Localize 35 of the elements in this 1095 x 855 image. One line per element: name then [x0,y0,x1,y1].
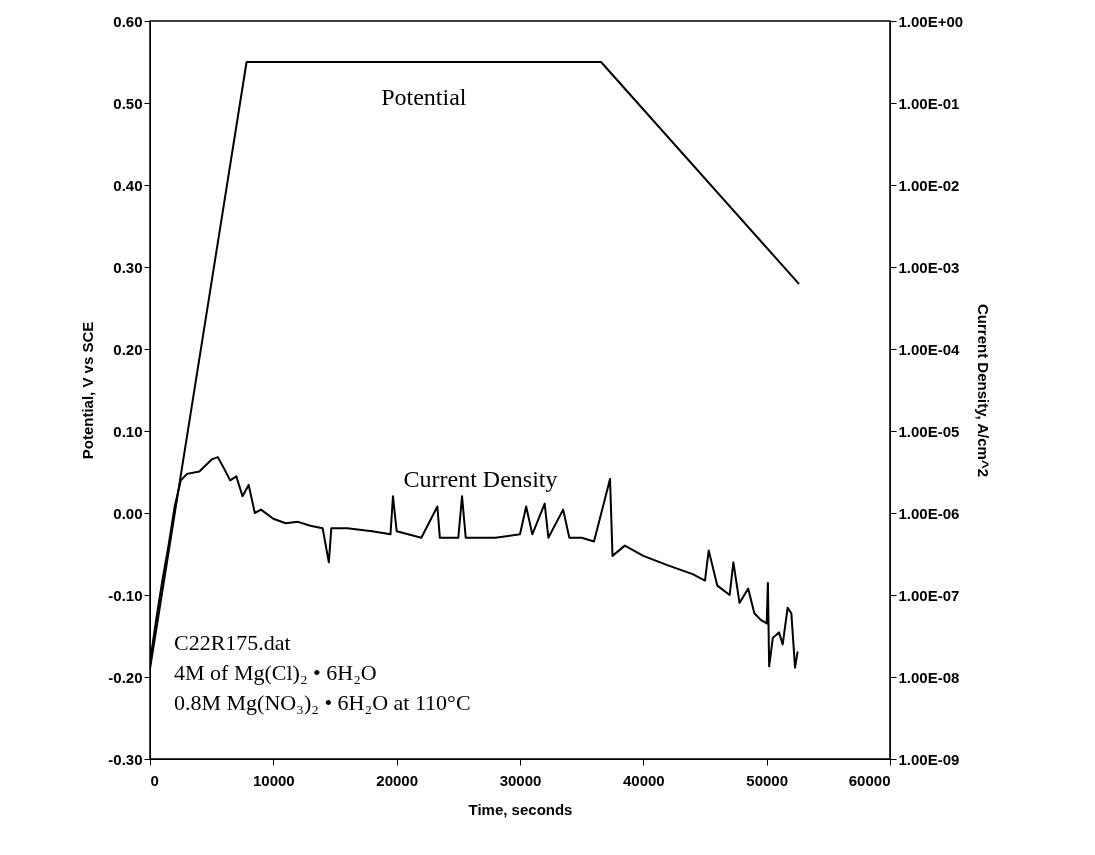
x-tick-label: 10000 [252,771,295,789]
y2-axis-title: Current Density, A/cm^2 [975,304,993,477]
y-tick-label: 0.10 [113,422,143,440]
y-tick-label: 0.00 [113,504,143,522]
y-tick-label: -0.10 [108,586,143,604]
y-tick-label: -0.20 [108,668,143,686]
y-tick-label: 0.40 [113,176,143,194]
y2-tick-label: 1.00E-05 [898,422,960,440]
y2-tick-label: 1.00E-02 [898,176,960,194]
y-tick-label: -0.30 [108,750,143,768]
x-tick-label: 50000 [746,771,789,789]
y-axis-title: Potential, V vs SCE [79,321,97,460]
x-tick-label: 40000 [622,771,665,789]
x-tick-label: 0 [150,771,159,789]
y-tick-label: 0.50 [113,94,143,112]
y-tick-label: 0.20 [113,340,143,358]
y2-tick-label: 1.00E-04 [898,340,961,358]
y-tick-label: 0.60 [113,12,143,30]
x-axis-title: Time, seconds [468,800,573,818]
y2-tick-label: 1.00E-01 [898,94,960,112]
y2-tick-label: 1.00E-07 [898,586,960,604]
y2-tick-label: 1.00E-08 [898,668,960,686]
y2-tick-label: 1.00E-09 [898,750,960,768]
series-label: Potential [381,84,467,110]
annotation: C22R175.dat [174,630,291,655]
x-tick-label: 30000 [499,771,542,789]
x-tick-label: 20000 [376,771,419,789]
y2-tick-label: 1.00E+00 [898,12,964,30]
y2-tick-label: 1.00E-06 [898,504,960,522]
x-tick-label: 60000 [848,771,891,789]
series-label: Current Density [403,465,558,492]
annotation: 4M of Mg(Cl)₂ • 6H₂O [174,660,377,685]
annotation: 0.8M Mg(NO₃)₂ • 6H₂O at 110°C [174,690,471,715]
y-tick-label: 0.30 [113,258,143,276]
y2-tick-label: 1.00E-03 [898,258,960,276]
